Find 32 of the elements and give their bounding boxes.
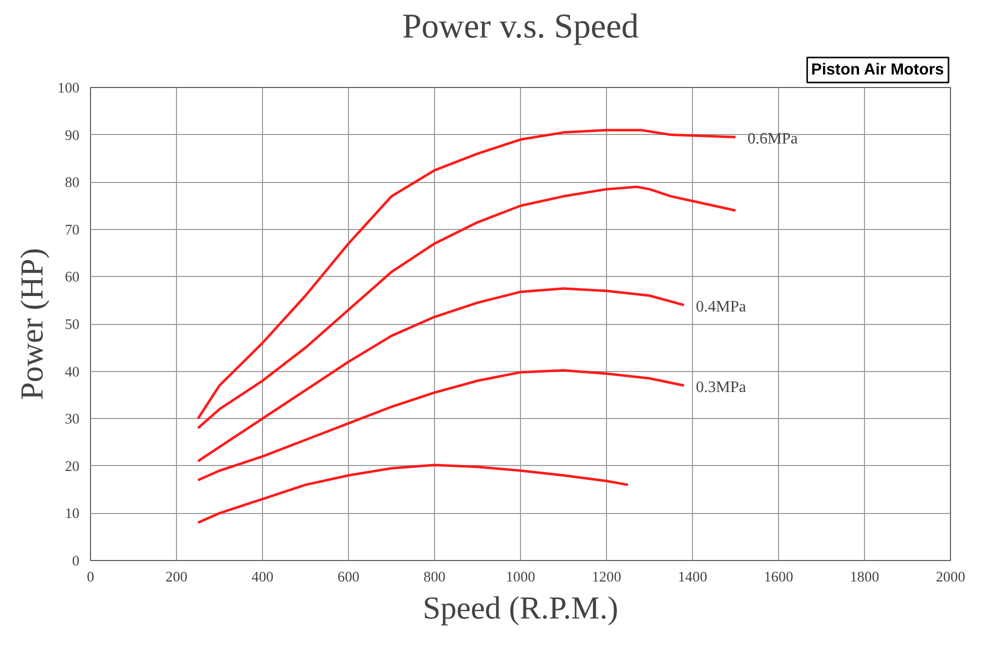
x-tick-label: 200 xyxy=(166,570,188,586)
x-tick-label: 2000 xyxy=(936,570,966,586)
y-tick-label: 60 xyxy=(64,270,80,286)
x-tick-label: 800 xyxy=(424,570,446,586)
y-tick-label: 90 xyxy=(64,128,80,144)
x-tick-label: 0 xyxy=(86,570,94,586)
y-tick-label: 0 xyxy=(72,554,80,570)
y-tick-label: 40 xyxy=(64,364,80,380)
y-tick-label: 70 xyxy=(64,222,80,238)
y-tick-label: 100 xyxy=(58,80,80,96)
series-label: 0.4MPa xyxy=(696,298,746,316)
y-tick-label: 20 xyxy=(64,458,80,475)
x-axis-title: Speed (R.P.M.) xyxy=(422,590,618,626)
line-series xyxy=(196,287,686,462)
series-label: 0.6MPa xyxy=(748,130,798,148)
series-label: 0.3MPa xyxy=(696,378,746,396)
line-series xyxy=(196,369,686,482)
y-tick-label: 10 xyxy=(64,506,80,522)
y-axis-title: Power (HP) xyxy=(14,248,50,400)
chart-title: Power v.s. Speed xyxy=(402,8,639,46)
x-tick-label: 1200 xyxy=(592,570,622,586)
x-tick-label: 1600 xyxy=(764,570,794,586)
y-tick-label: 50 xyxy=(64,317,80,333)
y-tick-label: 80 xyxy=(64,175,80,192)
x-tick-label: 1000 xyxy=(506,570,536,586)
x-tick-label: 600 xyxy=(338,570,360,586)
line-series xyxy=(196,464,630,524)
y-tick-label: 30 xyxy=(64,412,80,428)
x-tick-label: 1800 xyxy=(850,570,880,586)
text: Piston Air Motors xyxy=(811,62,944,78)
x-tick-label: 400 xyxy=(252,570,274,586)
x-tick-label: 1400 xyxy=(678,570,708,586)
